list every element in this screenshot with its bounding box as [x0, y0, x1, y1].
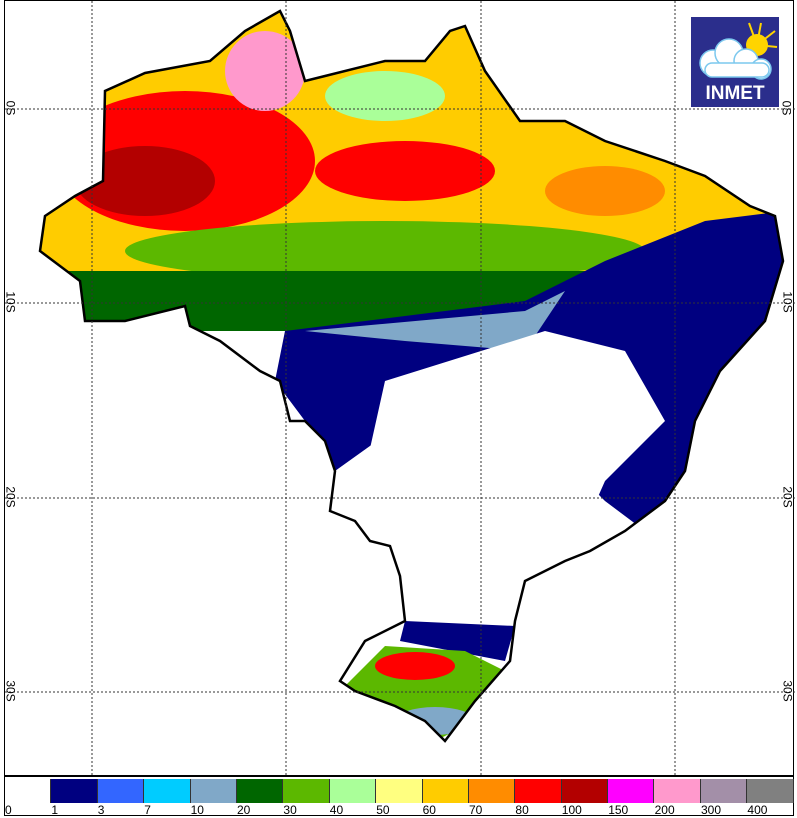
- lat-label-right: 10S: [780, 291, 795, 313]
- legend-swatch: [329, 779, 377, 803]
- color-legend: 0 1 3 7 10 20 30 40 50 60 70 80 100 150 200 300 400: [4, 776, 794, 817]
- legend-swatch: [654, 779, 701, 803]
- map-frame: 0S 10S 20S 30S 0S 10S 20S 30S INMET: [3, 0, 795, 777]
- lat-label-right: 0S: [779, 100, 794, 116]
- legend-swatch: [515, 779, 562, 803]
- legend-label: 150: [608, 803, 629, 817]
- legend-label: 3: [97, 803, 105, 817]
- legend-swatch: [190, 779, 237, 803]
- legend-label: 10: [190, 803, 204, 817]
- legend-swatch: [422, 779, 469, 803]
- legend-swatch: [144, 779, 191, 803]
- legend-label: 0: [5, 803, 12, 817]
- legend-swatch: [561, 779, 609, 803]
- legend-swatch: [236, 779, 284, 803]
- legend-label: 70: [469, 803, 483, 817]
- legend-swatch: [468, 779, 516, 803]
- inmet-logo: INMET: [691, 17, 779, 107]
- legend-label: 40: [329, 803, 344, 817]
- lat-label-left: 20S: [3, 486, 18, 508]
- legend-swatch: [747, 779, 794, 803]
- legend-label: 300: [701, 803, 722, 817]
- legend-label: 20: [237, 803, 251, 817]
- legend-label: 60: [422, 803, 436, 817]
- lat-label-left: 10S: [3, 291, 18, 313]
- legend-swatch: [608, 779, 655, 803]
- cloud-sun-icon: [699, 22, 778, 80]
- lat-label-right: 30S: [780, 680, 795, 702]
- legend-swatch: [51, 779, 98, 803]
- grid-lines: [5, 1, 795, 777]
- legend-swatch: [283, 779, 330, 803]
- lat-label-left: 0S: [3, 100, 18, 116]
- logo-text: INMET: [705, 83, 765, 104]
- legend-label: 30: [283, 803, 297, 817]
- legend-label: 80: [515, 803, 529, 817]
- legend-label: 50: [376, 803, 390, 817]
- legend-swatch: [376, 779, 423, 803]
- legend-color-bar: [5, 779, 794, 803]
- lat-label-right: 20S: [780, 486, 795, 508]
- lat-label-left: 30S: [3, 680, 18, 702]
- legend-swatch: [700, 779, 748, 803]
- legend-swatch: [5, 779, 52, 803]
- legend-label: 1: [51, 803, 59, 817]
- legend-label: 400: [747, 803, 768, 817]
- legend-label: 200: [654, 803, 675, 817]
- precipitation-map: [5, 1, 795, 777]
- legend-label: 7: [144, 803, 151, 817]
- legend-label: 100: [561, 803, 582, 817]
- legend-swatch: [97, 779, 145, 803]
